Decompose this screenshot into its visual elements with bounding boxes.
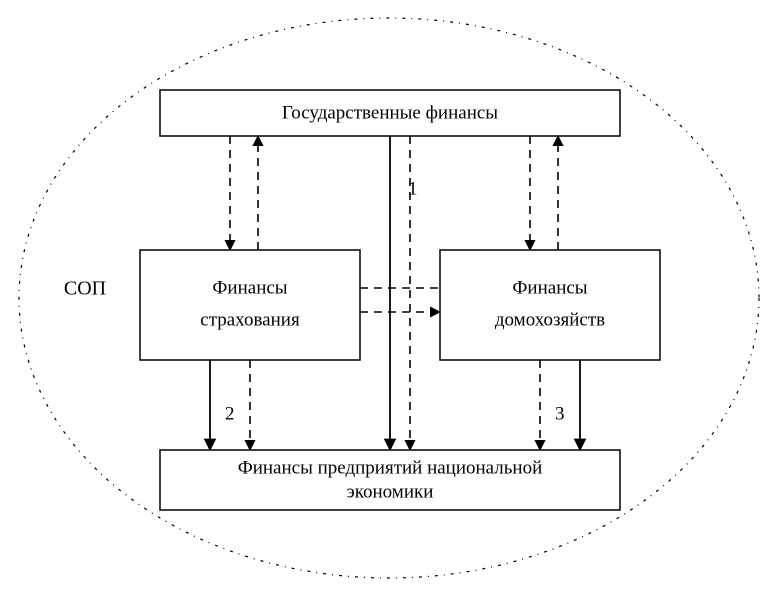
edge-label-2: 2 — [225, 403, 235, 424]
node-insurance-finance: Финансы страхования — [140, 250, 360, 360]
node-government-finance: Государственные финансы — [160, 90, 620, 136]
node-insurance-finance-label-2: страхования — [200, 309, 300, 330]
node-government-finance-label: Государственные финансы — [282, 102, 498, 123]
edge-label-1: 1 — [408, 178, 418, 199]
node-enterprise-finance-label-2: экономики — [347, 481, 434, 502]
node-household-finance: Финансы домохозяйств — [440, 250, 660, 360]
node-enterprise-finance: Финансы предприятий национальной экономи… — [160, 450, 620, 510]
edge-label-3: 3 — [555, 403, 565, 424]
node-enterprise-finance-label-1: Финансы предприятий национальной — [238, 457, 543, 478]
node-household-finance-label-1: Финансы — [512, 277, 587, 298]
sop-label: СОП — [64, 278, 106, 300]
node-household-finance-label-2: домохозяйств — [495, 309, 605, 330]
diagram-canvas: Государственные финансы Финансы страхова… — [0, 0, 778, 596]
node-insurance-finance-label-1: Финансы — [212, 277, 287, 298]
